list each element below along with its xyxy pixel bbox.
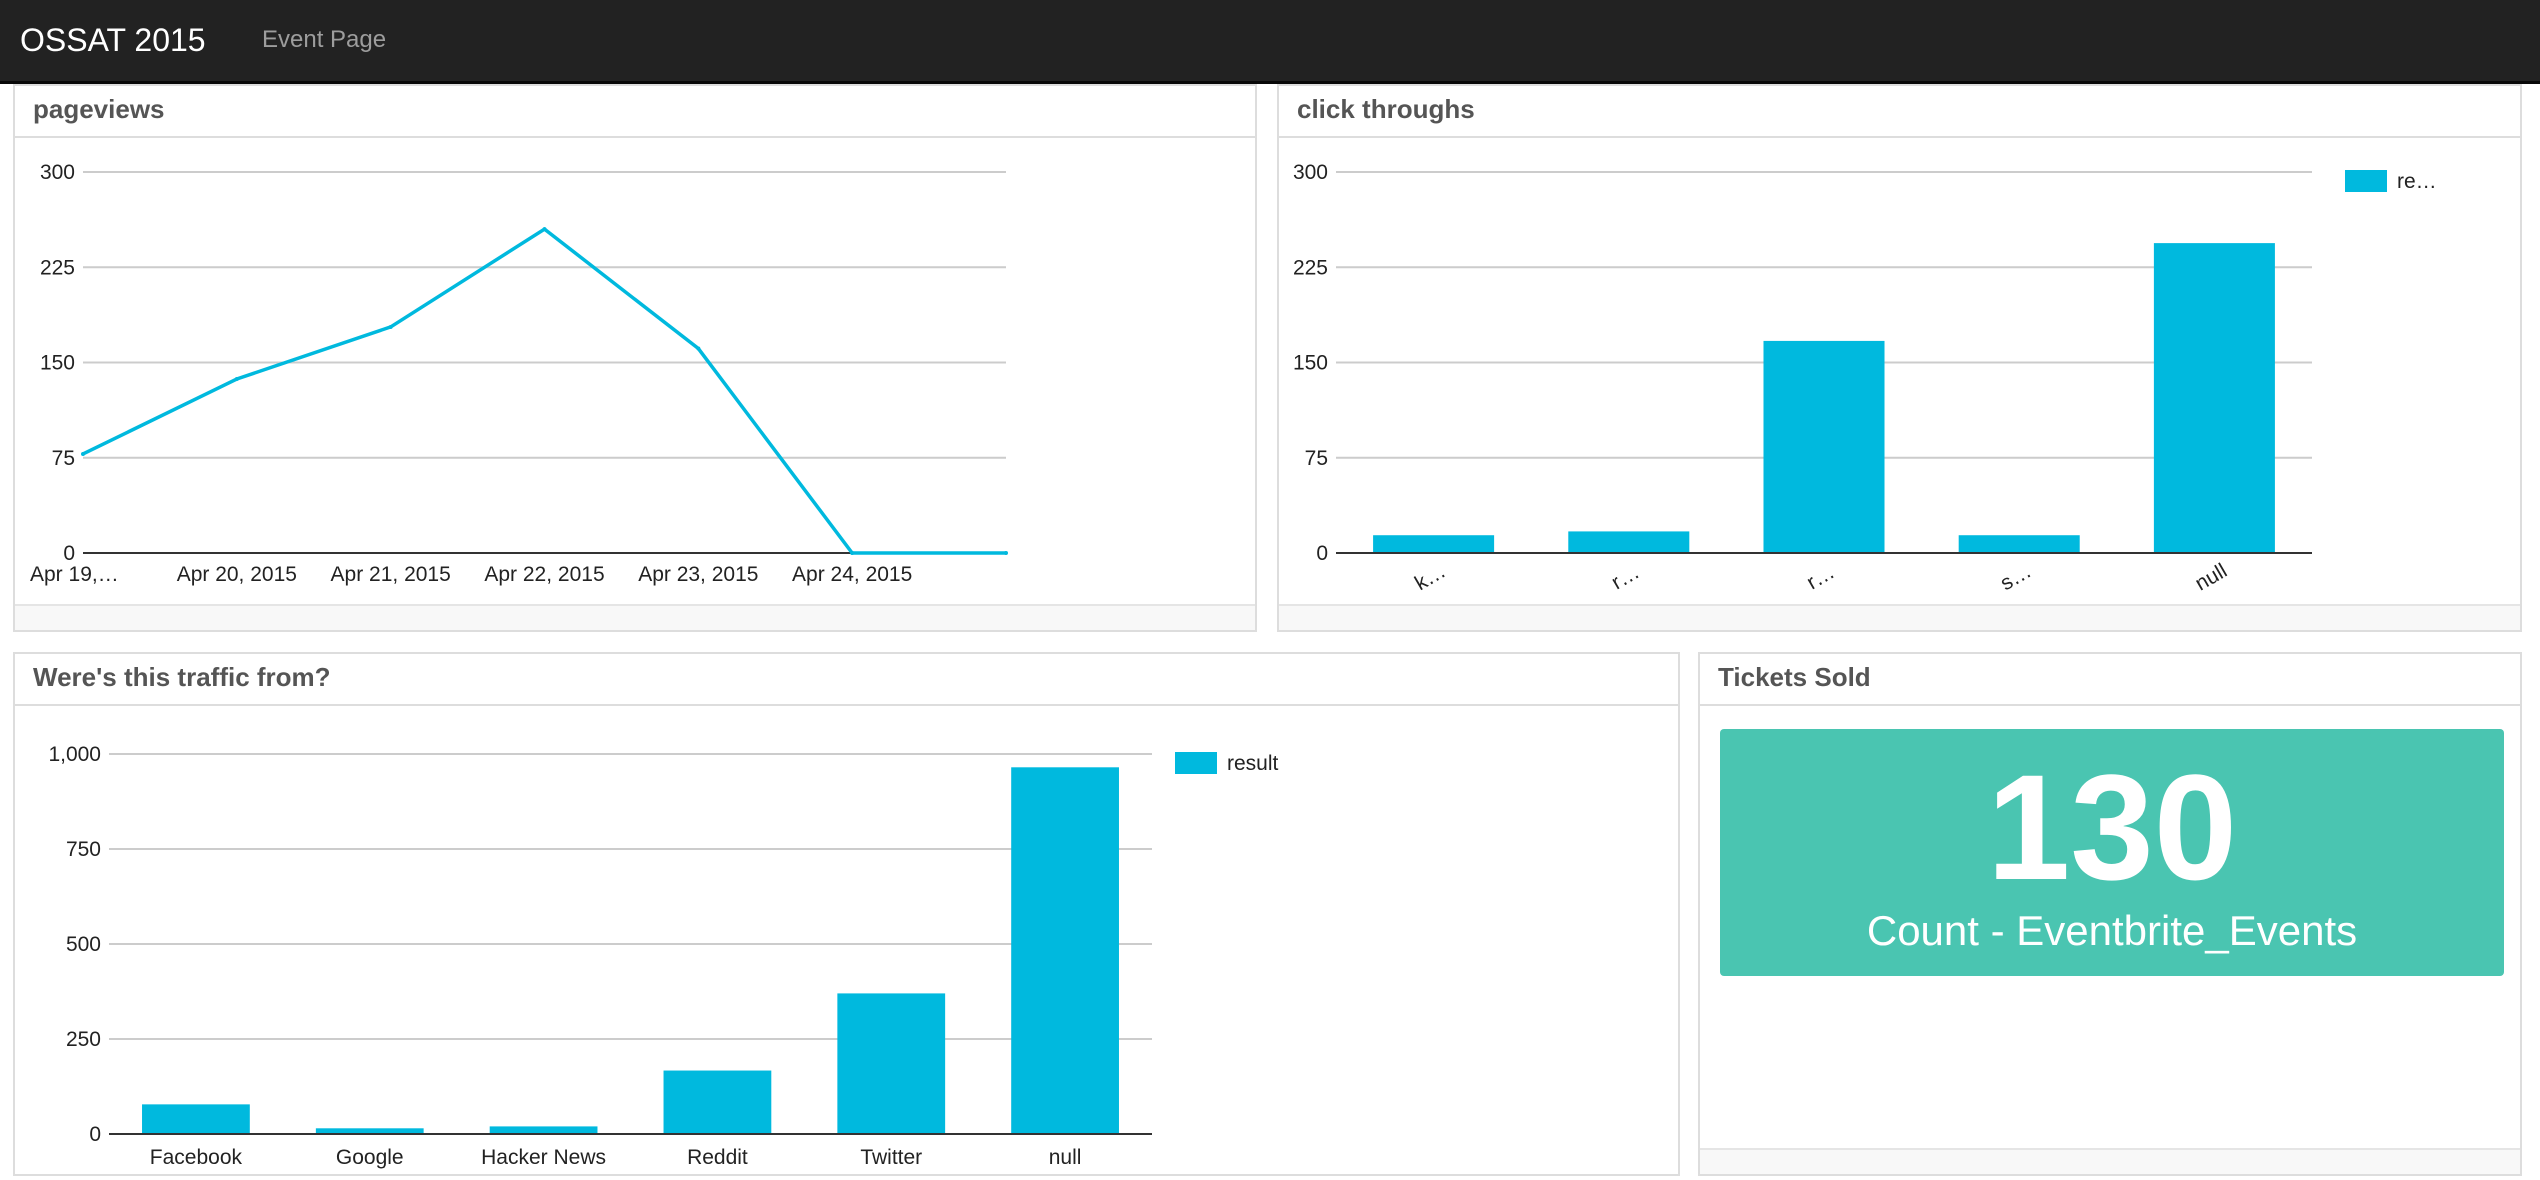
y-tick-label: 225 <box>40 256 75 279</box>
x-tick-label: r… <box>1803 560 1839 594</box>
data-point[interactable] <box>81 451 85 456</box>
nav-event-page[interactable]: Event Page <box>262 26 387 53</box>
y-tick-label: 0 <box>63 542 75 565</box>
x-tick-label: Apr 20, 2015 <box>177 563 297 586</box>
panel-footer <box>1700 1148 2520 1174</box>
chart-svg: 0 75 150 225 300 Apr 19,… Apr 20, 2015 Apr 21, … <box>30 161 1008 586</box>
x-tick-label: Apr 23, 2015 <box>638 563 758 586</box>
bar[interactable] <box>2153 243 2275 553</box>
data-point[interactable] <box>696 346 701 351</box>
tickets-label: Count - Eventbrite_Events <box>1866 907 2358 954</box>
chart-svg: 0 250 500 750 1,000 Facebook Google Hacker News… <box>48 743 1279 1169</box>
bar[interactable] <box>663 1070 772 1134</box>
y-tick-label: 500 <box>66 933 101 956</box>
data-point[interactable] <box>234 377 239 382</box>
bar[interactable] <box>489 1126 598 1134</box>
bar[interactable] <box>1763 340 1885 553</box>
y-tick-label: 0 <box>89 1123 101 1146</box>
data-point[interactable] <box>850 551 855 555</box>
x-tick-label: Apr 22, 2015 <box>484 563 604 586</box>
series-line <box>82 227 1006 555</box>
panel-footer <box>15 604 1255 630</box>
data-point[interactable] <box>388 324 393 329</box>
bar[interactable] <box>1568 531 1690 553</box>
data-point[interactable] <box>1004 551 1008 555</box>
bar[interactable] <box>142 1104 250 1134</box>
y-tick-label: 150 <box>1293 352 1328 375</box>
legend-swatch <box>1175 752 1217 774</box>
panel-footer <box>1279 604 2520 630</box>
chart-svg: 0 75 150 225 300 k… r… r… s… null re… <box>1293 161 2437 596</box>
legend-label[interactable]: result <box>1227 752 1279 775</box>
x-tick-label: Twitter <box>860 1146 922 1169</box>
y-tick-label: 300 <box>40 161 75 184</box>
tickets-tile: 130 Count - Eventbrite_Events <box>1720 729 2504 976</box>
x-tick-label: Apr 24, 2015 <box>792 563 912 586</box>
bar[interactable] <box>315 1128 424 1134</box>
bar[interactable] <box>1958 535 2080 553</box>
panel-title: Tickets Sold <box>1700 654 2520 706</box>
panel-title: pageviews <box>15 86 1255 138</box>
click-throughs-panel: click throughs 0 75 150 225 300 k… r… r… s… null r… <box>1277 84 2522 632</box>
legend-swatch <box>2345 170 2387 192</box>
x-tick-label: Hacker News <box>481 1146 606 1169</box>
click-throughs-chart: 0 75 150 225 300 k… r… r… s… null re… <box>1279 86 2524 634</box>
data-point[interactable] <box>542 227 547 232</box>
bar[interactable] <box>1011 767 1119 1134</box>
y-tick-label: 225 <box>1293 256 1328 279</box>
x-tick-label: null <box>2191 559 2231 595</box>
tickets-count: 130 <box>1986 743 2238 911</box>
brand[interactable]: OSSAT 2015 <box>20 22 206 58</box>
bar[interactable] <box>837 993 946 1134</box>
y-tick-label: 300 <box>1293 161 1328 184</box>
tickets-panel: Tickets Sold 130 Count - Eventbrite_Even… <box>1698 652 2522 1176</box>
x-tick-label: Google <box>336 1146 404 1169</box>
traffic-panel: Were's this traffic from? 0 250 500 750 1,00… <box>13 652 1680 1176</box>
y-tick-label: 75 <box>52 447 75 470</box>
y-tick-label: 75 <box>1305 447 1328 470</box>
legend-label[interactable]: re… <box>2397 170 2437 193</box>
x-tick-label: r… <box>1608 560 1644 594</box>
y-tick-label: 150 <box>40 352 75 375</box>
y-tick-label: 250 <box>66 1028 101 1051</box>
navbar: OSSAT 2015 Event Page <box>0 0 2540 84</box>
x-tick-label: Apr 19,… <box>30 563 119 586</box>
pageviews-panel: pageviews 0 75 150 225 300 Apr 19,… Apr 20, 20… <box>13 84 1257 632</box>
x-tick-label: Reddit <box>687 1146 748 1169</box>
panel-title: click throughs <box>1279 86 2520 138</box>
x-tick-label: Facebook <box>150 1146 243 1169</box>
traffic-chart: 0 250 500 750 1,000 Facebook Google Hacker News… <box>15 654 1682 1178</box>
x-tick-label: s… <box>1997 560 2036 596</box>
x-tick-label: Apr 21, 2015 <box>331 563 451 586</box>
x-tick-label: k… <box>1411 560 1450 596</box>
x-tick-label: null <box>1049 1146 1082 1169</box>
pageviews-chart: 0 75 150 225 300 Apr 19,… Apr 20, 2015 Apr 21, … <box>15 86 1259 634</box>
y-tick-label: 1,000 <box>48 743 101 766</box>
panel-title: Were's this traffic from? <box>15 654 1678 706</box>
y-tick-label: 750 <box>66 838 101 861</box>
bar[interactable] <box>1373 535 1495 553</box>
y-tick-label: 0 <box>1316 542 1328 565</box>
